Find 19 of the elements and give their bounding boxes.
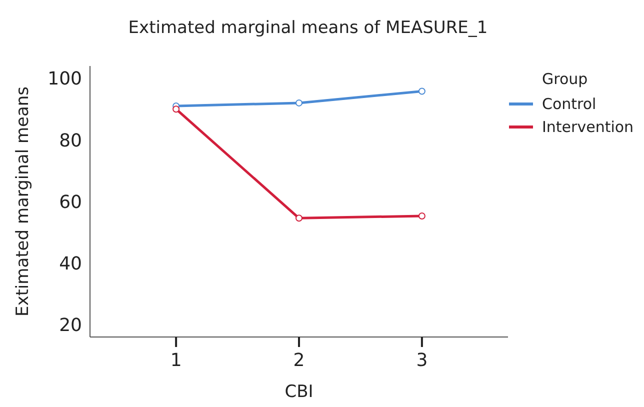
point [296, 214, 302, 222]
y-tick-label: 40 [59, 253, 82, 274]
x-tick-label: 3 [416, 350, 428, 371]
point [172, 106, 180, 113]
y-tick-label: 100 [48, 68, 82, 90]
point [418, 212, 426, 220]
chart-title: Extimated marginal means of MEASURE_1 [127, 18, 489, 38]
x-axis-title: CBI [284, 382, 314, 402]
point [296, 99, 302, 106]
x-tick-label: 1 [170, 350, 182, 371]
y-axis-title: Extimated marginal means [13, 86, 34, 317]
x-tick-label: 2 [293, 350, 305, 371]
legend-title: Group [542, 70, 589, 88]
legend-label: Control [542, 94, 596, 112]
y-tick-label: 20 [59, 315, 82, 336]
legend-label: Intervention [542, 118, 634, 136]
y-tick-label: 60 [59, 192, 82, 213]
point [418, 88, 426, 95]
y-tick-label: 80 [59, 130, 82, 152]
